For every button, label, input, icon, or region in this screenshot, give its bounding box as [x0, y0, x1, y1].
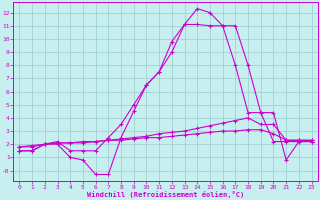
X-axis label: Windchill (Refroidissement éolien,°C): Windchill (Refroidissement éolien,°C)	[87, 191, 244, 198]
